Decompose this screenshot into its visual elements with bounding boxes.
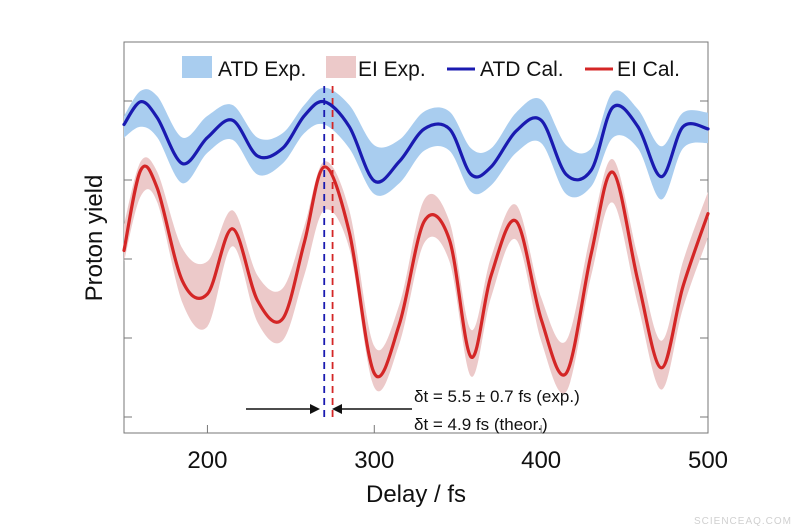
line-atd-cal	[122, 99, 710, 184]
delay-arrows	[246, 404, 412, 414]
annotation-exp: δt = 5.5 ± 0.7 fs (exp.)	[414, 387, 580, 406]
arrow-right-head	[332, 404, 342, 414]
legend-label-ei-cal: EI Cal.	[617, 58, 680, 81]
x-ticks: 200 300 400 500	[187, 425, 728, 474]
x-tick-label-300: 300	[354, 447, 394, 474]
annotation-theor: δt = 4.9 fs (theor.)	[414, 415, 548, 434]
line-ei-cal	[122, 164, 710, 379]
x-axis-title: Delay / fs	[366, 481, 466, 508]
band-layer	[124, 87, 708, 394]
legend-label-atd-cal: ATD Cal.	[480, 58, 564, 81]
legend-swatch-ei-exp	[326, 56, 356, 78]
legend-label-atd-exp: ATD Exp.	[218, 58, 306, 81]
band-atd-exp	[124, 87, 708, 200]
y-tick-marks	[124, 100, 708, 418]
watermark: SCIENCEAQ.COM	[694, 516, 792, 527]
arrow-left-head	[310, 404, 320, 414]
y-axis-title: Proton yield	[81, 175, 108, 302]
line-layer	[122, 99, 710, 379]
legend: ATD Exp. EI Exp. ATD Cal. EI Cal.	[182, 56, 680, 81]
reference-lines	[323, 86, 334, 418]
x-tick-label-500: 500	[688, 447, 728, 474]
legend-label-ei-exp: EI Exp.	[358, 58, 426, 81]
legend-swatch-atd-exp	[182, 56, 212, 78]
x-tick-label-400: 400	[521, 447, 561, 474]
band-ei-exp	[124, 157, 708, 394]
x-tick-label-200: 200	[187, 447, 227, 474]
